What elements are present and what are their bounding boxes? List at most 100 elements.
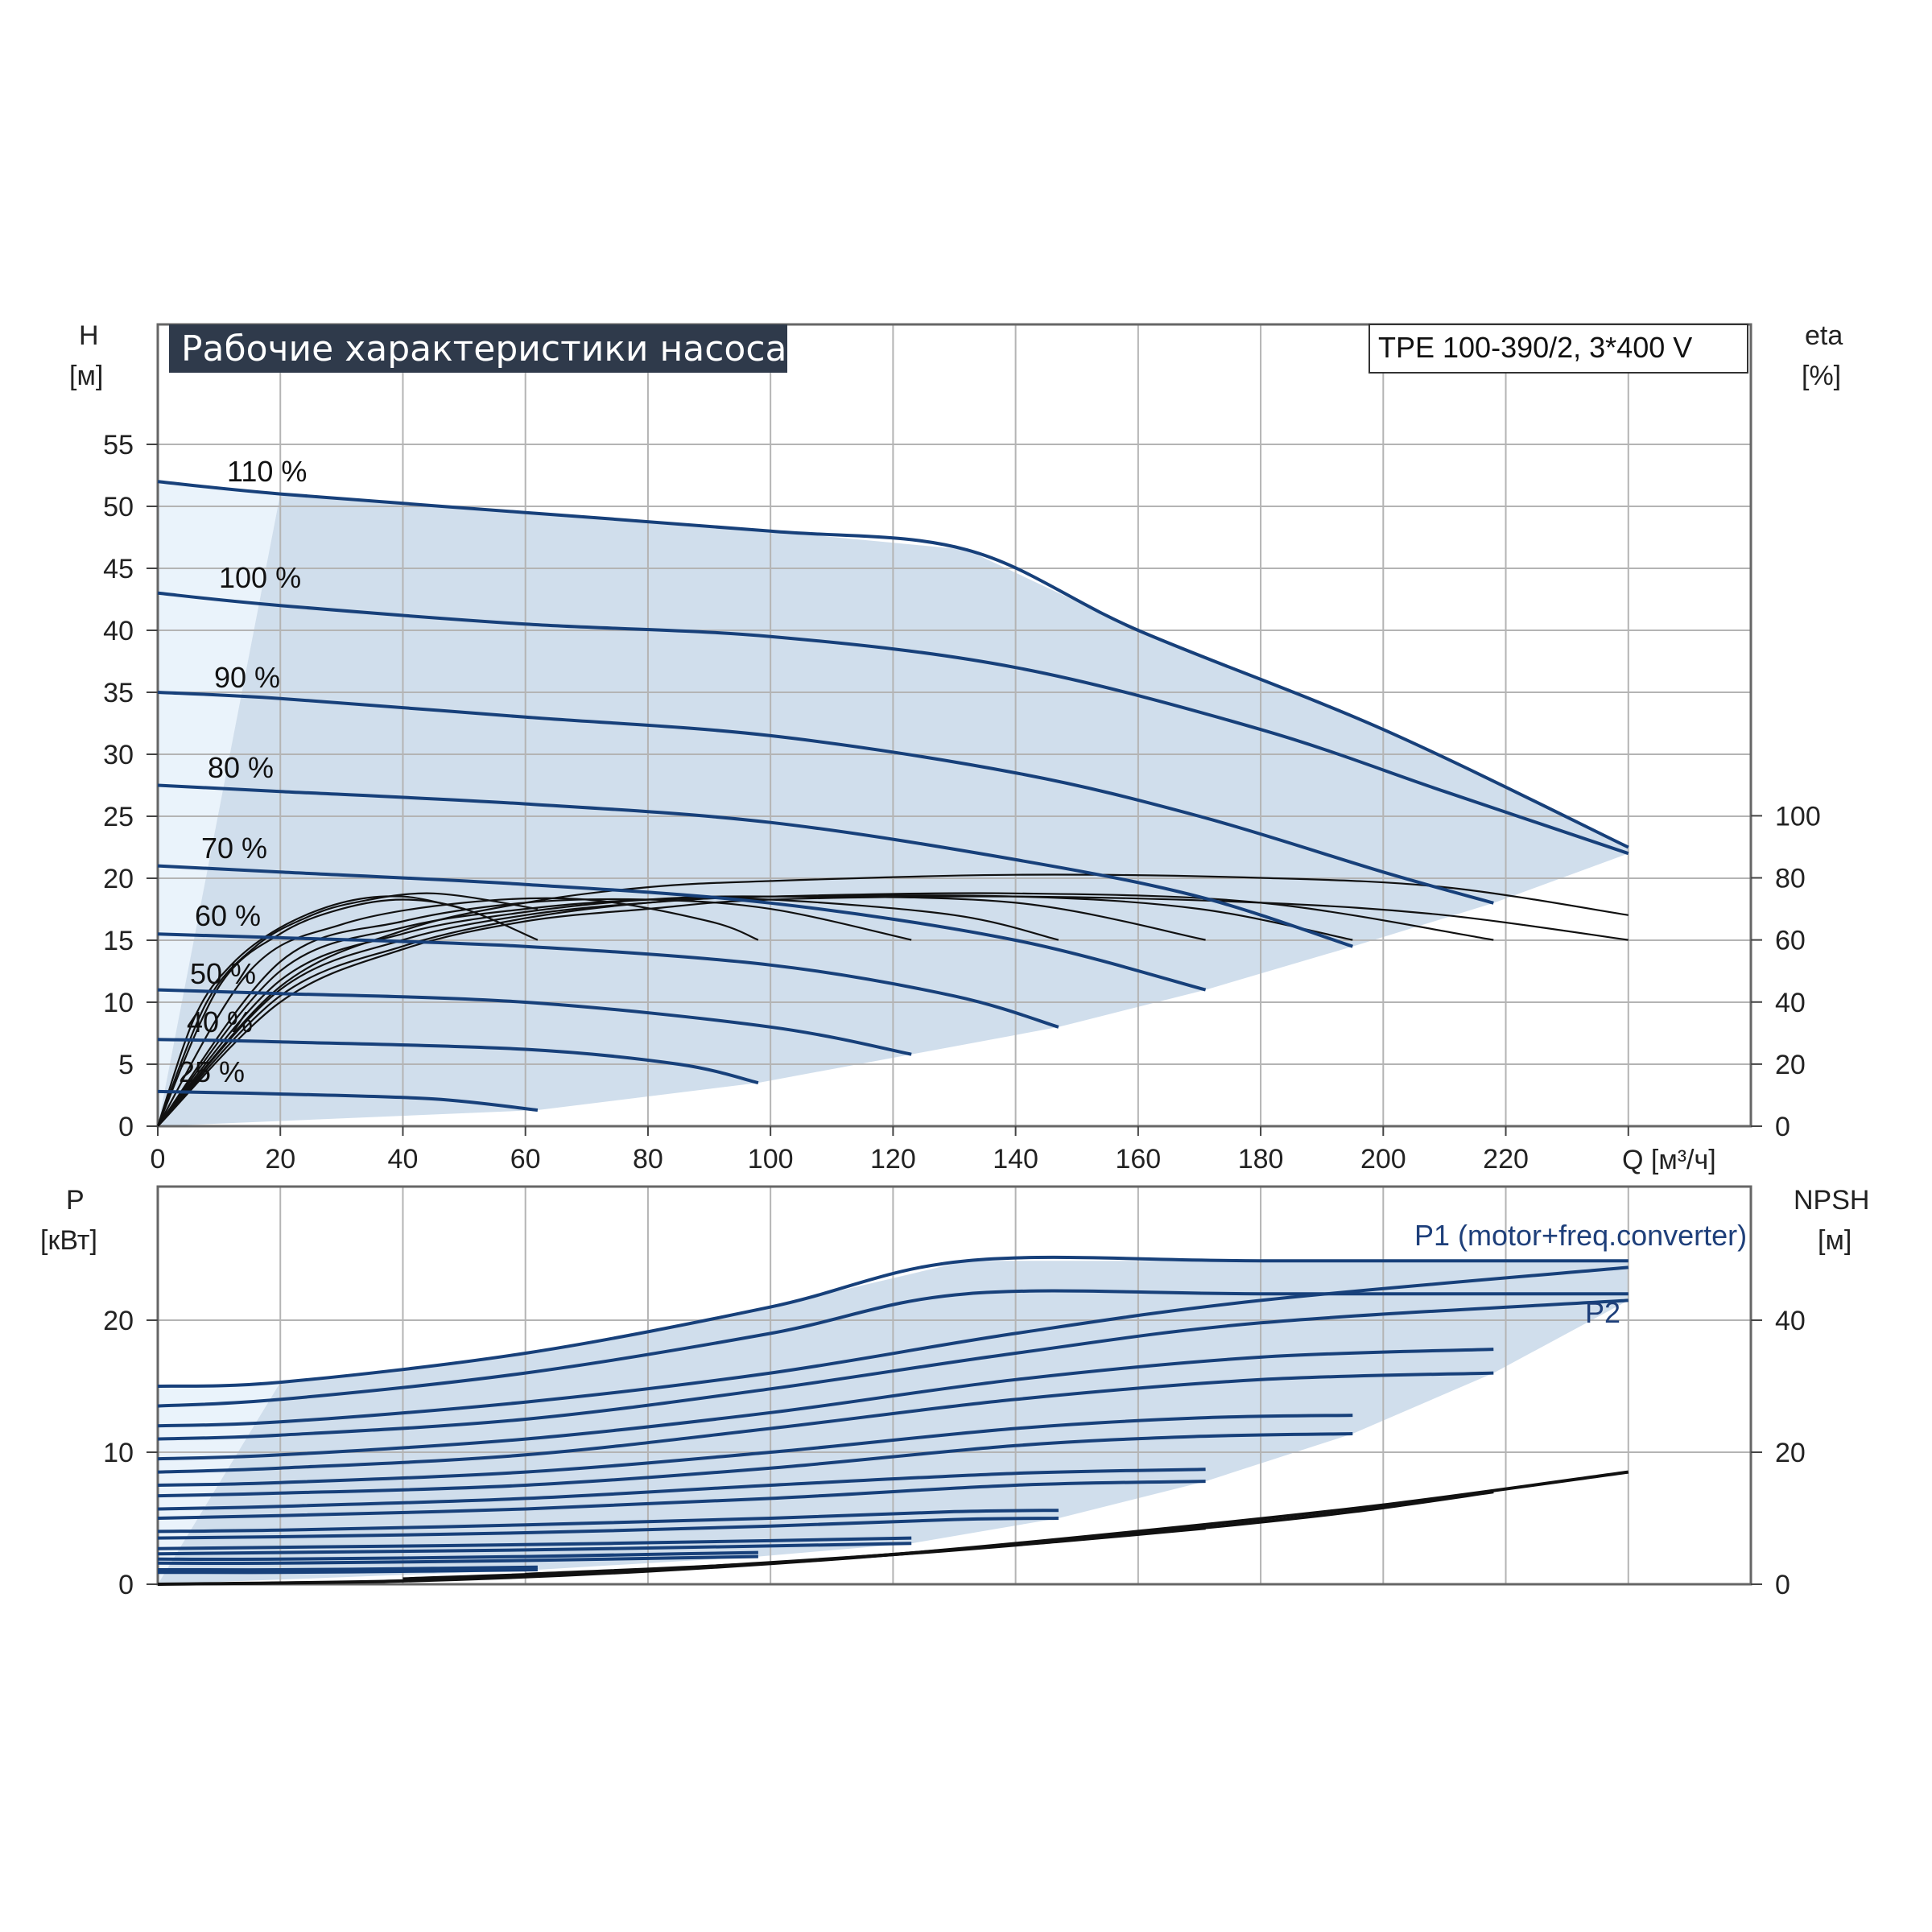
head-curve bbox=[157, 480, 1629, 849]
power-curve bbox=[157, 1265, 1629, 1428]
efficiency-curve bbox=[157, 894, 1353, 1127]
p-tick-label: 20 bbox=[103, 1306, 134, 1336]
p-axis-title: P bbox=[66, 1185, 85, 1216]
head-curve bbox=[157, 591, 1629, 856]
h-tick-label: 35 bbox=[103, 678, 134, 708]
power-area-light bbox=[158, 1382, 281, 1584]
p2-label: P2 bbox=[1585, 1296, 1620, 1329]
top-plot-frame bbox=[156, 323, 1752, 1128]
eta-tick-label: 60 bbox=[1775, 926, 1806, 956]
h-axis-unit: [м] bbox=[69, 361, 103, 391]
eta-tick-label: 80 bbox=[1775, 864, 1806, 894]
h-tick-label: 40 bbox=[103, 616, 134, 646]
p-tick-label: 0 bbox=[118, 1570, 134, 1600]
h-tick-label: 25 bbox=[103, 802, 134, 832]
power-curve bbox=[157, 1554, 758, 1566]
h-tick-label: 30 bbox=[103, 740, 134, 770]
q-tick-label: 60 bbox=[510, 1144, 541, 1174]
power-curve bbox=[157, 1536, 912, 1550]
p1-label: P1 (motor+freq.converter) bbox=[1414, 1219, 1747, 1252]
npsh-axis-unit: [м] bbox=[1818, 1225, 1852, 1256]
q-tick-label: 200 bbox=[1360, 1144, 1406, 1174]
head-curve bbox=[157, 691, 1494, 905]
power-curve bbox=[157, 1255, 1629, 1388]
speed-label: 80 % bbox=[208, 751, 274, 784]
power-curve bbox=[157, 1550, 758, 1562]
p-axis-unit: [кВт] bbox=[40, 1225, 97, 1256]
operating-area-light bbox=[158, 481, 281, 1126]
head-curve bbox=[157, 1089, 539, 1112]
head-curve bbox=[157, 783, 1353, 948]
q-tick-label: 180 bbox=[1238, 1144, 1284, 1174]
efficiency-curve bbox=[157, 897, 1059, 1127]
eta-tick-label: 20 bbox=[1775, 1050, 1806, 1080]
head-curve bbox=[157, 1038, 759, 1085]
speed-label: 25 % bbox=[179, 1055, 245, 1088]
npsh-axis-title: NPSH bbox=[1794, 1185, 1869, 1216]
speed-label: 70 % bbox=[201, 832, 267, 865]
power-curve bbox=[157, 1480, 1206, 1520]
efficiency-curve bbox=[157, 873, 1629, 1127]
q-tick-label: 160 bbox=[1115, 1144, 1161, 1174]
eta-tick-label: 100 bbox=[1775, 801, 1821, 832]
h-tick-label: 5 bbox=[118, 1050, 134, 1080]
q-tick-label: 80 bbox=[633, 1144, 663, 1174]
efficiency-curve bbox=[157, 898, 912, 1127]
h-tick-label: 15 bbox=[103, 926, 134, 956]
eta-tick-label: 0 bbox=[1775, 1112, 1790, 1142]
power-curve bbox=[157, 1565, 538, 1572]
q-tick-label: 220 bbox=[1483, 1144, 1529, 1174]
curves-layer bbox=[156, 480, 1629, 1586]
power-curve bbox=[157, 1542, 912, 1556]
grid-layer bbox=[156, 323, 1752, 1586]
power-curve bbox=[157, 1348, 1494, 1461]
h-tick-label: 0 bbox=[118, 1112, 134, 1142]
speed-label: 40 % bbox=[187, 1005, 253, 1038]
h-tick-label: 10 bbox=[103, 988, 134, 1018]
h-tick-label: 55 bbox=[103, 430, 134, 460]
h-tick-label: 50 bbox=[103, 492, 134, 522]
h-tick-label: 20 bbox=[103, 864, 134, 894]
eta-axis-unit: [%] bbox=[1802, 361, 1841, 391]
power-curve bbox=[157, 1568, 538, 1575]
speed-label: 110 % bbox=[227, 455, 307, 488]
power-curve bbox=[157, 1414, 1353, 1487]
speed-label: 60 % bbox=[195, 899, 261, 932]
p-tick-label: 10 bbox=[103, 1438, 134, 1468]
power-curve bbox=[157, 1517, 1059, 1540]
h-tick-label: 45 bbox=[103, 554, 134, 584]
q-tick-label: 140 bbox=[993, 1144, 1038, 1174]
h-axis-title: H bbox=[79, 320, 99, 351]
speed-label: 90 % bbox=[214, 661, 280, 694]
model-label: TPE 100-390/2, 3*400 V bbox=[1378, 331, 1692, 364]
eta-tick-label: 40 bbox=[1775, 988, 1806, 1018]
head-curve bbox=[157, 932, 1059, 1029]
efficiency-curve bbox=[156, 892, 539, 1127]
model-box bbox=[1368, 324, 1748, 374]
head-curve bbox=[157, 864, 1207, 992]
npsh-tick-label: 20 bbox=[1775, 1438, 1806, 1468]
power-curve bbox=[157, 1298, 1629, 1441]
q-axis-title: Q [м³/ч] bbox=[1622, 1145, 1716, 1175]
power-curve bbox=[157, 1432, 1353, 1498]
chart-title: Рабочие характеристики насоса bbox=[181, 328, 786, 369]
q-tick-label: 0 bbox=[151, 1144, 166, 1174]
power-curve bbox=[157, 1468, 1206, 1511]
npsh-tick-label: 0 bbox=[1775, 1570, 1790, 1600]
efficiency-curve bbox=[156, 895, 464, 1127]
title-bar bbox=[169, 324, 787, 373]
q-tick-label: 120 bbox=[870, 1144, 916, 1174]
head-curve bbox=[157, 988, 912, 1056]
power-curve bbox=[157, 1509, 1059, 1534]
eta-axis-title: eta bbox=[1805, 320, 1843, 351]
power-curve bbox=[157, 1371, 1494, 1474]
npsh-tick-label: 40 bbox=[1775, 1306, 1806, 1336]
q-tick-label: 40 bbox=[388, 1144, 419, 1174]
q-tick-label: 100 bbox=[748, 1144, 794, 1174]
q-tick-label: 20 bbox=[265, 1144, 295, 1174]
speed-label: 100 % bbox=[219, 561, 301, 594]
speed-label: 50 % bbox=[190, 957, 256, 990]
